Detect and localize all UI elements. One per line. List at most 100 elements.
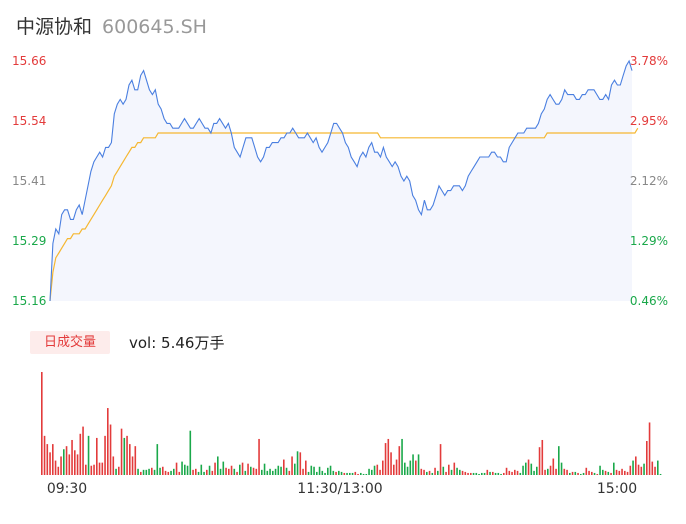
volume-bar [189, 430, 192, 475]
volume-bar [241, 462, 244, 475]
volume-bar [431, 472, 434, 475]
volume-bar [522, 465, 524, 475]
volume-bar [445, 471, 447, 475]
volume-bar [552, 458, 555, 475]
volume-bar [74, 450, 76, 475]
volume-bar [351, 472, 354, 475]
volume-bar [140, 471, 142, 475]
percent-tick-label: 3.78% [629, 54, 668, 68]
volume-bar [577, 472, 579, 475]
volume-bar [481, 472, 483, 475]
volume-bar [107, 408, 109, 475]
volume-bar [225, 467, 227, 475]
volume-bar [593, 472, 596, 475]
volume-bar [151, 467, 153, 475]
volume-bar [558, 446, 560, 475]
volume-bar [555, 468, 557, 475]
volume-bar [439, 444, 442, 475]
volume-bar [566, 469, 568, 475]
volume-bar [104, 435, 106, 475]
volume-bar [129, 444, 131, 475]
volume-bar [453, 462, 456, 475]
volume-bar [109, 424, 112, 475]
volume-bar [610, 472, 612, 475]
volume-bar [324, 472, 326, 475]
volume-bar [98, 462, 101, 475]
price-area [50, 61, 632, 301]
volume-bar [646, 441, 648, 475]
volume-bar [60, 456, 62, 475]
volume-bar [120, 428, 123, 475]
volume-bar [533, 470, 535, 475]
volume-bar [63, 449, 65, 475]
price-line [49, 59, 633, 302]
volume-bar [376, 464, 379, 475]
volume-bar [464, 471, 467, 475]
volume-bar [500, 473, 502, 475]
volume-bar [626, 471, 629, 475]
volume-bar [159, 467, 161, 475]
volume-bar [79, 433, 82, 475]
percent-tick-label: 2.12% [629, 174, 668, 188]
volume-bar [371, 469, 373, 475]
volume-bar [516, 470, 519, 475]
volume-bar [571, 471, 574, 475]
volume-bar [54, 460, 57, 475]
volume-bar [404, 462, 406, 475]
volume-bar [651, 461, 654, 475]
volume-bar [316, 471, 318, 475]
volume-bar [629, 465, 632, 475]
volume-bar [118, 466, 120, 475]
volume-bar [401, 438, 403, 475]
volume-bar [505, 467, 508, 475]
stock-title: 中源协和 600645.SH [16, 12, 207, 39]
volume-bar [266, 470, 269, 475]
time-tick-label: 15:00 [596, 481, 638, 497]
volume-bar [470, 472, 472, 475]
volume-tab[interactable]: 日成交量 [30, 331, 110, 354]
volume-bar [362, 473, 365, 475]
volume-bar [313, 466, 315, 475]
volume-bar [208, 465, 211, 475]
volume-bar [426, 471, 428, 475]
volume-bar [483, 472, 486, 475]
volume-bar [382, 460, 384, 475]
volume-bar [178, 471, 181, 475]
volume-bar [514, 469, 516, 475]
volume-bar [478, 473, 480, 475]
volume-bar [607, 471, 610, 475]
volume-bar [368, 468, 370, 475]
volume-bar [530, 463, 533, 475]
volume-bar [76, 454, 79, 475]
volume-bar [569, 472, 571, 475]
volume-bar [538, 447, 541, 475]
volume-bar [503, 472, 505, 475]
volume-bar [615, 469, 618, 475]
volume-bar [395, 459, 398, 475]
volume-bar [307, 471, 310, 475]
volume-bar [156, 444, 159, 475]
volume-bar [181, 461, 183, 475]
volume-bar [263, 463, 266, 475]
volume-bar [68, 454, 71, 475]
volume-bar [258, 438, 260, 475]
volume-bar [492, 471, 494, 475]
time-tick-label: 11:30/13:00 [297, 481, 383, 497]
volume-bar [288, 470, 291, 475]
volume-bar [252, 467, 255, 475]
volume-bar [170, 470, 172, 475]
volume-bar [544, 469, 546, 475]
volume-bar [90, 465, 93, 475]
volume-bar [52, 444, 54, 475]
volume-bar [291, 456, 293, 475]
volume-bar [384, 443, 387, 475]
volume-bar [71, 439, 73, 475]
volume-bar [255, 468, 258, 475]
volume-bar [373, 465, 376, 475]
percent-tick-label: 1.29% [629, 234, 668, 248]
volume-bar [654, 466, 656, 475]
volume-bar [618, 470, 621, 475]
price-tick-label: 15.29 [12, 234, 47, 248]
volume-bar [41, 372, 43, 475]
volume-bar [580, 473, 582, 475]
